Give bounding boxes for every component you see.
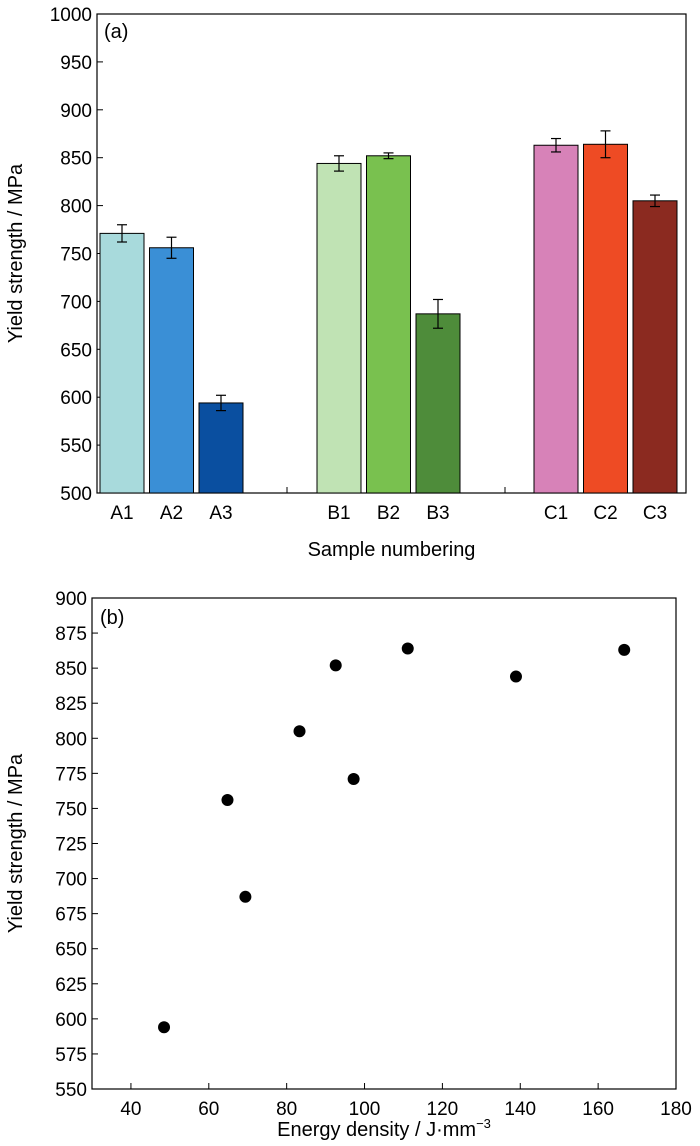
panel-label: (b)	[100, 607, 124, 629]
x-tick-label: 120	[427, 1099, 459, 1120]
scatter-point	[347, 772, 360, 785]
y-tick-label: 500	[60, 484, 92, 505]
x-axis-title: Sample numbering	[308, 539, 476, 561]
y-tick-label: 550	[60, 436, 92, 457]
x-tick-label: 60	[198, 1099, 219, 1120]
scatter-point	[329, 659, 342, 672]
x-axis-title-main: Energy density / J·mm	[277, 1119, 476, 1141]
y-tick-label: 750	[60, 245, 92, 266]
y-tick-label: 600	[60, 388, 92, 409]
scatter-point	[158, 1021, 171, 1034]
y-tick-label: 800	[60, 197, 92, 218]
scatter-chart-panel-b: 550 575 600 625 650 675 700 725 750 775 800 825 850 8…	[5, 589, 692, 1141]
y-axis-title: Yield strength / MPa	[5, 753, 27, 933]
y-tick-label: 575	[55, 1045, 87, 1066]
y-tick-label: 850	[60, 149, 92, 170]
scatter-point	[239, 890, 252, 903]
scatter-point	[293, 725, 306, 738]
y-tick-label: 725	[55, 835, 87, 856]
x-tick-label: 160	[582, 1099, 614, 1120]
y-tick-label: 750	[55, 799, 87, 820]
y-tick-label: 875	[55, 624, 87, 645]
y-tick-label: 650	[60, 340, 92, 361]
bar-B1	[316, 162, 362, 494]
y-tick-label: 600	[55, 1010, 87, 1031]
x-tick-label: 40	[120, 1099, 141, 1120]
y-tick-label: 625	[55, 975, 87, 996]
x-tick-label-B1: B1	[327, 503, 350, 524]
x-axis-title: Energy density / J·mm−3	[277, 1116, 491, 1141]
scatter-point	[401, 642, 414, 655]
x-tick-label-A3: A3	[209, 503, 232, 524]
x-tick-label-A2: A2	[160, 503, 183, 524]
bar-A3	[198, 402, 244, 494]
x-tick-label-B3: B3	[426, 503, 449, 524]
bar-C1	[533, 144, 579, 494]
x-tick-label: 100	[349, 1099, 381, 1120]
x-tick-label: 140	[504, 1099, 536, 1120]
y-tick-label: 850	[55, 659, 87, 680]
scatter-point	[221, 794, 234, 807]
y-axis-title: Yield strength / MPa	[5, 163, 27, 343]
y-tick-label: 650	[55, 940, 87, 961]
panel-label: (a)	[104, 21, 128, 43]
y-tick-label: 825	[55, 694, 87, 715]
x-tick-label-C2: C2	[593, 503, 617, 524]
y-tick-label: 675	[55, 905, 87, 926]
bar-B2	[366, 155, 411, 494]
y-tick-label: 775	[55, 764, 87, 785]
bar-B3	[415, 313, 461, 494]
bar-chart-panel-a: 500 550 600 650 700 750 800 850 900 950 1000 A1 A2 A3…	[5, 5, 687, 561]
bar-C2	[583, 143, 628, 494]
y-tick-label: 550	[55, 1080, 87, 1101]
x-axis-title-superscript: −3	[476, 1116, 491, 1131]
scatter-point	[509, 670, 522, 683]
y-tick-label: 700	[55, 870, 87, 891]
bar-C3	[632, 200, 678, 494]
bar-A1	[99, 232, 145, 494]
x-tick-label-C1: C1	[544, 503, 568, 524]
y-tick-label: 950	[60, 53, 92, 74]
y-tick-label: 1000	[50, 5, 92, 26]
x-tick-label-A1: A1	[110, 503, 133, 524]
x-tick-label-B2: B2	[377, 503, 400, 524]
y-tick-label: 700	[60, 292, 92, 313]
y-tick-label: 900	[60, 101, 92, 122]
x-tick-label-C3: C3	[643, 503, 667, 524]
scatter-point	[618, 643, 631, 656]
y-tick-label: 900	[55, 589, 87, 610]
plot-frame	[91, 597, 677, 1090]
bar-A2	[149, 247, 194, 494]
x-tick-label: 80	[276, 1099, 297, 1120]
x-tick-label: 180	[660, 1099, 692, 1120]
y-tick-label: 800	[55, 729, 87, 750]
